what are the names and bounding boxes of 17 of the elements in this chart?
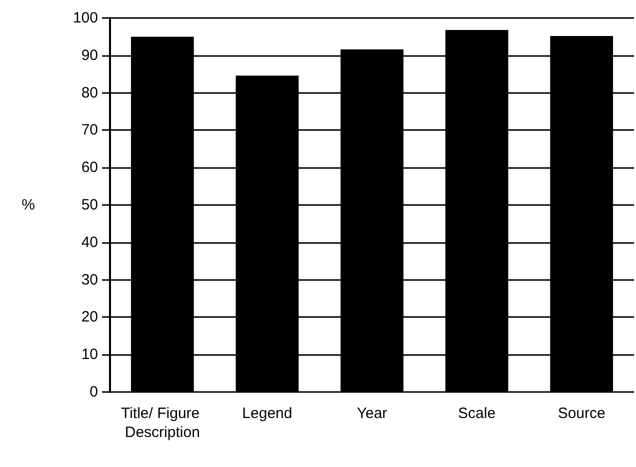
y-tick-label: 40: [81, 234, 98, 251]
y-tick-label: 80: [81, 84, 98, 102]
y-tick-label: 10: [81, 346, 98, 364]
y-tick-label: 70: [81, 122, 98, 139]
y-tick-label: 20: [81, 308, 98, 326]
y-tick-label: 0: [90, 384, 98, 400]
x-tick-label: Title/ Figure Description: [120, 405, 204, 441]
y-tick-label: 60: [81, 159, 98, 176]
x-tick-label: Source: [558, 405, 606, 422]
y-tick-label: 100: [72, 10, 98, 26]
y-tick-label: 90: [81, 46, 98, 64]
y-tick-label: 50: [81, 196, 98, 214]
x-tick-label: Scale: [458, 405, 496, 422]
x-tick-label: Year: [356, 405, 388, 422]
y-tick-label: 30: [81, 271, 98, 288]
x-tick-label: Legend: [242, 405, 292, 422]
y-axis-title: %: [22, 196, 35, 214]
